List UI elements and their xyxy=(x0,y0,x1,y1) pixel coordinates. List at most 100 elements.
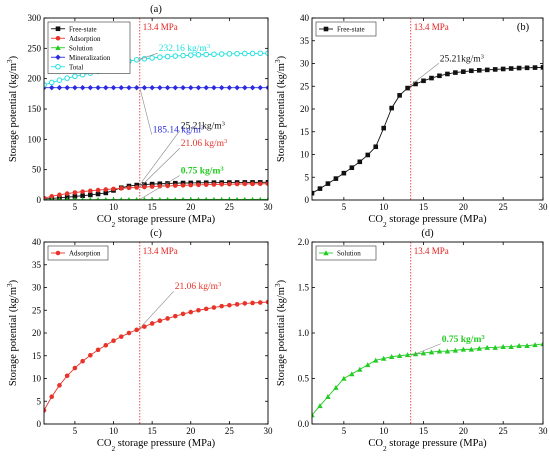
panel-label: (a) xyxy=(150,4,162,15)
y-tick-label: 40 xyxy=(32,237,42,247)
annotation-label: 232.16 kg/m3 xyxy=(159,43,211,55)
data-point xyxy=(242,84,248,91)
x-tick-label: 10 xyxy=(109,202,119,212)
x-tick-label: 15 xyxy=(148,202,158,212)
x-tick-label: 30 xyxy=(264,426,274,436)
x-tick-label: 15 xyxy=(148,426,158,436)
data-point xyxy=(532,65,538,70)
y-tick-label: 1.5 xyxy=(298,283,310,293)
data-point xyxy=(469,68,474,74)
annotation-leader xyxy=(410,343,441,357)
reference-line-label: 13.4 MPa xyxy=(143,246,178,256)
data-point xyxy=(48,79,55,86)
data-point xyxy=(118,334,124,339)
data-point xyxy=(73,196,77,200)
data-point xyxy=(227,181,232,187)
x-axis-label: CO2 storage pressure (MPa) xyxy=(97,438,216,453)
data-point xyxy=(126,330,132,336)
data-point xyxy=(428,349,435,355)
y-tick-label: 5 xyxy=(37,396,42,406)
y-tick-label: 30 xyxy=(32,283,42,293)
data-point xyxy=(118,84,124,91)
data-point xyxy=(242,301,248,306)
data-point xyxy=(405,85,410,91)
data-point xyxy=(134,182,139,188)
data-point xyxy=(404,352,411,358)
data-point xyxy=(134,185,139,190)
data-point xyxy=(111,186,116,192)
y-tick-label: 0 xyxy=(37,419,42,429)
data-point xyxy=(341,375,347,381)
data-point xyxy=(126,185,132,191)
data-point xyxy=(444,348,451,354)
data-point xyxy=(103,84,109,91)
legend-label: Free-state xyxy=(337,26,365,34)
y-tick-label: 20 xyxy=(32,328,42,338)
data-point xyxy=(188,182,194,188)
data-point xyxy=(397,93,402,98)
data-point xyxy=(149,181,155,187)
data-point xyxy=(396,353,403,359)
data-point xyxy=(234,84,240,91)
data-point xyxy=(258,196,263,200)
data-point xyxy=(257,84,263,91)
data-point xyxy=(218,84,225,91)
y-tick-label: 50 xyxy=(32,165,42,175)
data-point xyxy=(55,63,61,70)
data-point xyxy=(195,51,202,58)
plot-frame xyxy=(311,241,544,425)
legend-label: Solution xyxy=(69,44,93,52)
annotation-leader xyxy=(139,130,181,185)
series-line xyxy=(312,343,543,416)
y-tick-label: 35 xyxy=(32,260,42,270)
reference-line-label: 13.4 MPa xyxy=(414,246,449,256)
data-point xyxy=(119,196,123,200)
data-point xyxy=(72,365,78,371)
data-point xyxy=(103,342,109,348)
data-point xyxy=(452,347,459,353)
data-point xyxy=(265,299,268,305)
data-point xyxy=(219,181,224,187)
data-point xyxy=(157,84,163,91)
y-tick-label: 10 xyxy=(300,150,310,160)
data-point xyxy=(64,75,70,81)
data-point xyxy=(133,84,140,91)
data-point xyxy=(468,346,475,352)
data-point xyxy=(157,181,163,187)
data-point xyxy=(149,184,155,189)
data-point xyxy=(64,191,70,196)
annotation-leader xyxy=(410,63,439,86)
y-tick-label: 300 xyxy=(28,13,42,23)
data-point xyxy=(150,196,154,200)
plot-frame xyxy=(43,241,269,425)
data-point xyxy=(103,187,109,192)
data-point xyxy=(134,327,139,333)
annotation-label: 25.21kg/m3 xyxy=(440,53,485,64)
x-tick-label: 25 xyxy=(499,426,509,436)
data-point xyxy=(429,75,434,81)
data-point xyxy=(476,345,482,351)
data-point xyxy=(484,67,490,73)
data-point xyxy=(64,373,70,379)
legend-box xyxy=(315,245,377,261)
annotation-leader xyxy=(139,52,158,60)
annotation-label: 21.06 kg/m3 xyxy=(181,138,228,150)
x-axis-label: CO2 storage pressure (MPa) xyxy=(368,438,487,453)
data-point xyxy=(203,84,209,91)
data-point xyxy=(388,353,395,359)
data-point xyxy=(226,84,233,91)
series-line xyxy=(44,181,268,200)
data-point xyxy=(158,196,162,200)
data-point xyxy=(57,383,62,388)
data-point xyxy=(64,84,70,91)
data-point xyxy=(55,250,61,256)
y-tick-label: 0.5 xyxy=(298,374,310,384)
annotation-label: 185.14 kg/m3 xyxy=(153,124,205,136)
data-point xyxy=(165,316,170,321)
y-tick-label: 250 xyxy=(28,43,42,53)
data-point xyxy=(242,50,248,57)
data-point xyxy=(373,357,379,363)
y-tick-label: 15 xyxy=(32,351,42,361)
data-point xyxy=(323,26,329,32)
data-point xyxy=(312,412,315,418)
